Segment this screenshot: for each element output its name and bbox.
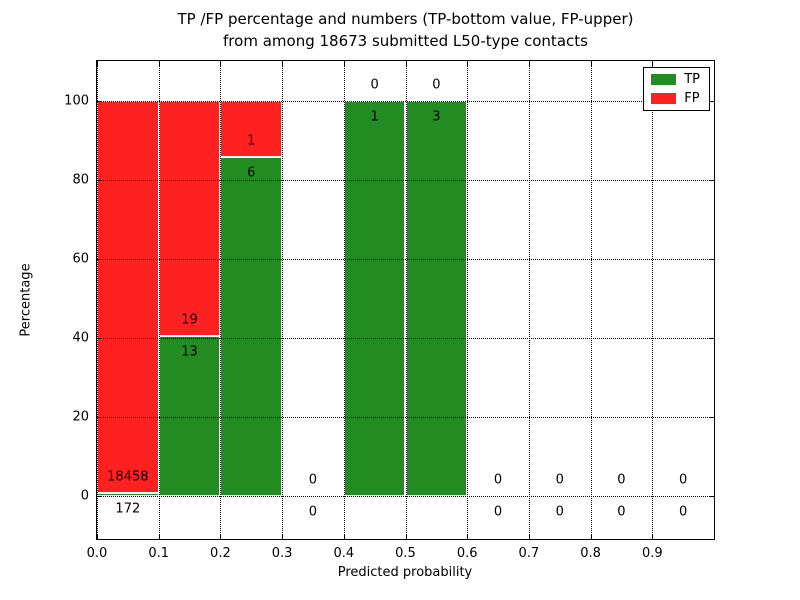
y-tick-right xyxy=(709,417,714,419)
y-tick-left xyxy=(97,417,102,419)
bar-count-label-fp: 0 xyxy=(555,472,564,488)
y-tick-left xyxy=(97,100,102,102)
bar-count-label-tp: 0 xyxy=(617,504,626,520)
bar-count-label-fp: 19 xyxy=(181,312,198,328)
y-tick-left xyxy=(97,259,102,261)
y-tick-right xyxy=(709,338,714,340)
grid-line-x-0.9 xyxy=(652,61,654,539)
bar-count-label-fp: 0 xyxy=(493,472,503,488)
grid-line-x-0.0 xyxy=(97,61,98,539)
plot-area: TP FP 18458 172 19 13 1 6 0 0 0 1 0 3 0 0 0 0 0 0 0 0 xyxy=(96,60,715,540)
x-tick-label-0.0: 0.0 xyxy=(86,546,108,561)
bar-count-label-fp: 1 xyxy=(247,133,256,149)
bar-count-label-tp: 0 xyxy=(555,504,564,520)
x-tick-top xyxy=(467,61,469,66)
x-tick-bottom xyxy=(220,534,222,539)
bar-segment-tp xyxy=(158,335,221,497)
x-tick-bottom xyxy=(405,534,407,539)
x-tick-bottom xyxy=(343,534,345,539)
x-tick-label-0.1: 0.1 xyxy=(148,546,170,561)
bar-segment-fp xyxy=(220,100,283,158)
x-tick-bottom xyxy=(97,534,98,539)
legend-swatch-tp-icon xyxy=(651,74,677,85)
chart-title-line2: from among 18673 submitted L50-type cont… xyxy=(223,32,588,50)
bar-count-label-fp: 0 xyxy=(617,472,626,488)
bar-count-label-tp: 6 xyxy=(247,165,256,181)
grid-line-x-0.5 xyxy=(405,61,407,539)
bar-segment-tp xyxy=(343,100,406,497)
bar-count-label-fp: 0 xyxy=(370,77,379,93)
grid-line-x-0.6 xyxy=(467,61,469,539)
bar-count-label-tp: 172 xyxy=(115,501,141,517)
legend-entry-fp: FP xyxy=(651,92,700,105)
x-tick-top xyxy=(405,61,407,66)
bar-count-label-fp: 18458 xyxy=(107,469,149,485)
grid-line-x-0.1 xyxy=(158,61,160,539)
y-tick-label-80: 80 xyxy=(72,172,89,188)
bar-count-label-fp: 0 xyxy=(308,472,318,488)
grid-line-x-0.2 xyxy=(220,61,222,539)
x-tick-top xyxy=(220,61,222,66)
x-tick-bottom xyxy=(467,534,469,539)
y-tick-label-20: 20 xyxy=(72,409,89,425)
bar-count-label-tp: 13 xyxy=(181,344,198,360)
bar-count-label-tp: 0 xyxy=(493,504,503,520)
x-tick-top xyxy=(528,61,530,66)
y-tick-left xyxy=(97,496,102,498)
bar-count-label-tp: 0 xyxy=(679,504,688,520)
bar-segment-fp xyxy=(97,100,159,493)
legend-label-fp: FP xyxy=(684,91,700,106)
x-tick-bottom xyxy=(590,534,592,539)
grid-line-x-0.8 xyxy=(590,61,592,539)
grid-line-x-0.3 xyxy=(282,61,284,539)
y-tick-label-100: 100 xyxy=(64,93,89,109)
y-tick-right xyxy=(709,496,714,498)
legend-swatch-fp-icon xyxy=(651,93,677,104)
x-tick-label-0.6: 0.6 xyxy=(456,546,478,561)
x-tick-top xyxy=(97,61,98,66)
y-tick-left xyxy=(97,180,102,181)
x-tick-top xyxy=(343,61,345,66)
x-tick-label-0.9: 0.9 xyxy=(641,546,663,561)
legend: TP FP xyxy=(643,67,710,111)
y-tick-right xyxy=(709,100,714,102)
x-tick-top xyxy=(590,61,592,66)
bar-count-label-tp: 3 xyxy=(432,109,441,125)
grid-line-x-0.7 xyxy=(528,61,530,539)
y-tick-right xyxy=(709,259,714,261)
chart-title: TP /FP percentage and numbers (TP-bottom… xyxy=(96,8,715,52)
x-tick-bottom xyxy=(158,534,160,539)
y-tick-right xyxy=(709,180,714,181)
bar-segment-tp xyxy=(220,157,283,497)
bar-segment-tp xyxy=(405,100,468,497)
x-tick-label-0.7: 0.7 xyxy=(518,546,540,561)
legend-label-tp: TP xyxy=(684,72,700,87)
bar-count-label-fp: 0 xyxy=(432,77,441,93)
bar-count-label-fp: 0 xyxy=(679,472,688,488)
y-tick-left xyxy=(97,338,102,340)
grid-line-x-0.4 xyxy=(343,61,345,539)
x-tick-label-0.2: 0.2 xyxy=(210,546,231,561)
chart-title-line1: TP /FP percentage and numbers (TP-bottom… xyxy=(177,10,634,28)
x-tick-label-0.3: 0.3 xyxy=(271,546,293,561)
x-tick-label-0.8: 0.8 xyxy=(580,546,601,561)
y-tick-label-0: 0 xyxy=(80,488,89,504)
x-tick-top xyxy=(158,61,160,66)
bar-segment-fp xyxy=(158,100,221,336)
bar-count-label-tp: 1 xyxy=(370,109,379,125)
x-axis-label: Predicted probability xyxy=(337,565,473,580)
x-tick-top xyxy=(282,61,284,66)
x-tick-label-0.5: 0.5 xyxy=(395,546,416,561)
x-tick-bottom xyxy=(652,534,654,539)
x-tick-bottom xyxy=(282,534,284,539)
x-tick-bottom xyxy=(528,534,530,539)
y-tick-label-60: 60 xyxy=(72,251,89,267)
y-axis-label: Percentage xyxy=(18,263,34,337)
bar-count-label-tp: 0 xyxy=(308,504,318,520)
x-tick-top xyxy=(652,61,654,66)
legend-entry-tp: TP xyxy=(651,73,700,86)
x-tick-label-0.4: 0.4 xyxy=(333,546,355,561)
y-tick-label-40: 40 xyxy=(72,330,89,346)
